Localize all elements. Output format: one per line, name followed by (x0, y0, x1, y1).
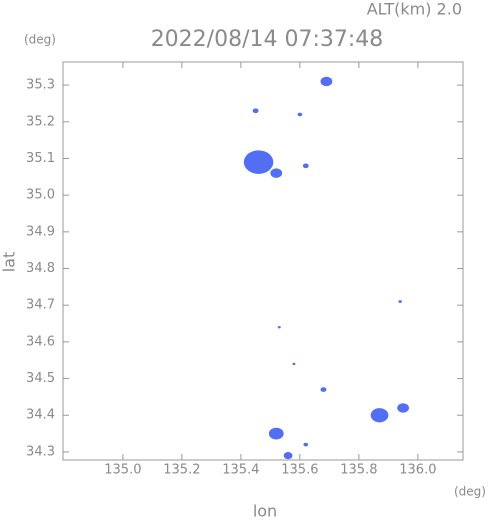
echo (398, 300, 402, 303)
y-tick-label: 35.0 (26, 188, 55, 203)
echo (268, 427, 284, 440)
y-tick-label: 34.4 (26, 408, 55, 423)
y-axis-label: lat (0, 252, 19, 273)
y-tick-label: 34.9 (26, 224, 55, 239)
echo (303, 442, 309, 447)
echo (370, 408, 389, 423)
x-tick-label: 135.0 (104, 463, 141, 478)
echo (283, 452, 293, 460)
echo (270, 168, 283, 178)
chart-title: 2022/08/14 07:37:48 (151, 27, 384, 52)
x-unit: (deg) (454, 485, 486, 499)
echo (252, 108, 259, 114)
y-unit: (deg) (24, 33, 56, 47)
y-tick-label: 35.2 (26, 114, 55, 129)
x-tick-label: 135.8 (340, 463, 377, 478)
y-tick-label: 34.8 (26, 261, 55, 276)
x-tick-label: 135.6 (281, 463, 318, 478)
x-tick-label: 135.4 (222, 463, 259, 478)
echo (320, 387, 327, 392)
echo (277, 326, 281, 329)
y-tick-label: 34.3 (26, 444, 55, 459)
y-tick-label: 35.1 (26, 151, 55, 166)
x-axis-label: lon (253, 502, 277, 521)
x-tick-label: 135.2 (163, 463, 200, 478)
echo (397, 403, 410, 413)
y-tick-label: 34.5 (26, 371, 55, 386)
echo (243, 150, 274, 174)
y-tick-label: 34.6 (26, 334, 55, 349)
y-tick-label: 35.3 (26, 78, 55, 93)
echo (320, 76, 333, 87)
echo (302, 163, 309, 169)
plot-frame (62, 61, 464, 461)
y-tick-label: 34.7 (26, 298, 55, 313)
echo (292, 362, 296, 366)
altitude-label: ALT(km) 2.0 (367, 0, 462, 19)
echo (297, 112, 303, 117)
x-tick-label: 136.0 (399, 463, 436, 478)
